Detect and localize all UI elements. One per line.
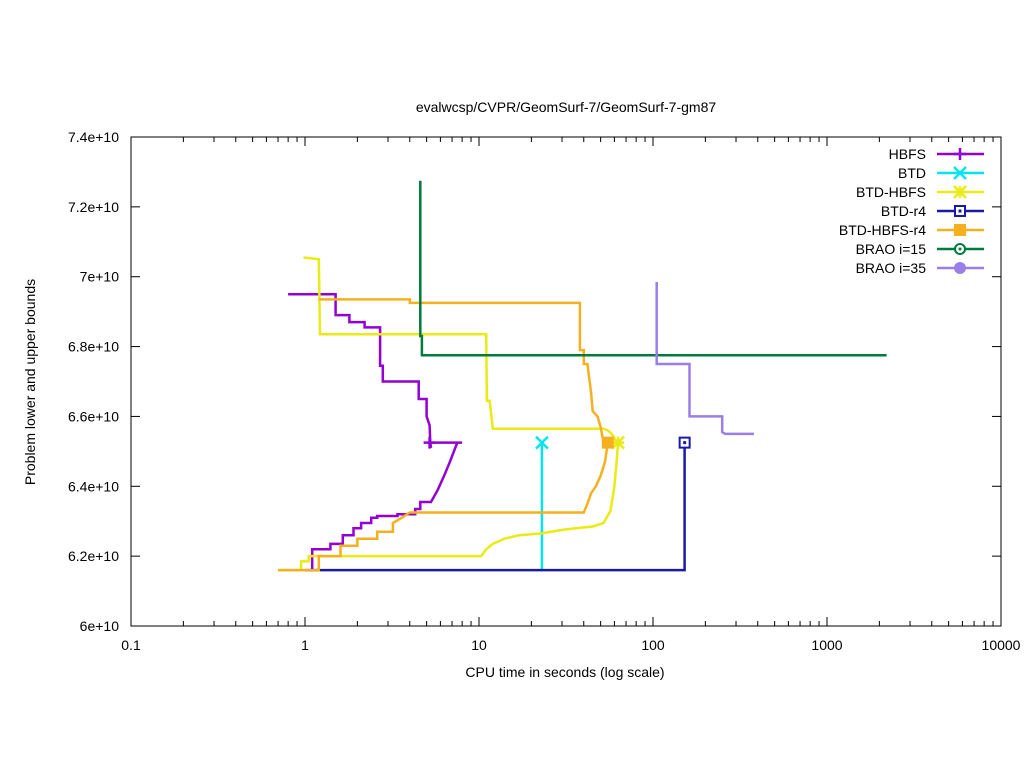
series-point-marker [423,436,436,449]
series-line-upper [419,180,887,357]
legend-item: BRAO i=35 [856,260,984,276]
x-axis: 0.1 1 10 100 1000 10000 [121,137,1021,653]
legend: HBFS BTD BTD-HBFS BTD-r4 BTD-HBFS-r4 BRAO i=1… [839,146,984,276]
y-tick-label: 6.2e+10 [68,548,119,564]
legend-label: BTD-HBFS-r4 [839,222,926,238]
x-tick-label: 1000 [811,637,842,653]
series-btd-hbfs-r4 [278,298,614,572]
legend-label: BRAO i=15 [856,241,927,257]
series-point-marker [535,435,549,450]
series-line-upper [655,282,754,436]
y-axis-label: Problem lower and upper bounds [22,279,38,485]
legend-marker [954,224,966,236]
y-tick-label: 6.6e+10 [68,408,119,424]
series-line-upper [318,298,605,443]
y-tick-label: 7e+10 [80,269,120,285]
legend-label: BTD-HBFS [856,184,926,200]
legend-marker [953,166,967,180]
legend-marker [954,148,966,160]
x-tick-label: 100 [641,637,665,653]
y-tick-label: 7.2e+10 [68,199,119,215]
legend-label: BRAO i=35 [856,260,927,276]
y-axis: 6e+10 6.2e+10 6.4e+10 6.6e+10 6.8e+10 7e+10 7.… [68,129,1001,634]
legend-label: BTD-r4 [881,203,926,219]
legend-marker [954,262,966,274]
series-point-marker [678,436,691,449]
legend-item: BTD [898,165,984,181]
legend-marker [953,185,967,199]
series-btd-hbfs [278,256,625,572]
x-tick-label: 1 [301,637,309,653]
legend-item: BTD-r4 [881,203,984,219]
y-tick-label: 6.4e+10 [68,478,119,494]
chart-title: evalwcsp/CVPR/GeomSurf-7/GeomSurf-7-gm87 [416,99,717,115]
legend-item: BTD-HBFS-r4 [839,222,984,238]
x-axis-label: CPU time in seconds (log scale) [465,664,664,680]
series-brao-i-15 [419,180,887,357]
series-line-lower [305,442,686,572]
series-brao-i-35 [655,282,754,436]
series-line-upper [288,292,433,449]
series-line-lower [310,442,459,571]
series-line-upper [303,256,618,444]
legend-item: BRAO i=15 [856,241,984,257]
x-tick-label: 10 [471,637,487,653]
legend-label: HBFS [889,146,926,162]
series-btd-r4 [305,436,691,572]
series-layer [278,180,887,572]
legend-item: HBFS [889,146,984,162]
series-hbfs [288,292,463,571]
series-point-marker [601,436,614,449]
x-tick-label: 10000 [982,637,1021,653]
series-btd [535,435,549,571]
series-line-lower [278,442,610,572]
y-tick-label: 6.8e+10 [68,339,119,355]
plot-frame [130,136,1002,627]
legend-marker [954,205,966,217]
series-point-marker [611,435,625,450]
x-tick-label: 0.1 [121,637,141,653]
y-tick-label: 7.4e+10 [68,129,119,145]
y-tick-label: 6e+10 [80,618,120,634]
series-line-lower [278,442,620,572]
legend-marker [954,243,966,255]
legend-item: BTD-HBFS [856,184,984,200]
legend-label: BTD [898,165,926,181]
